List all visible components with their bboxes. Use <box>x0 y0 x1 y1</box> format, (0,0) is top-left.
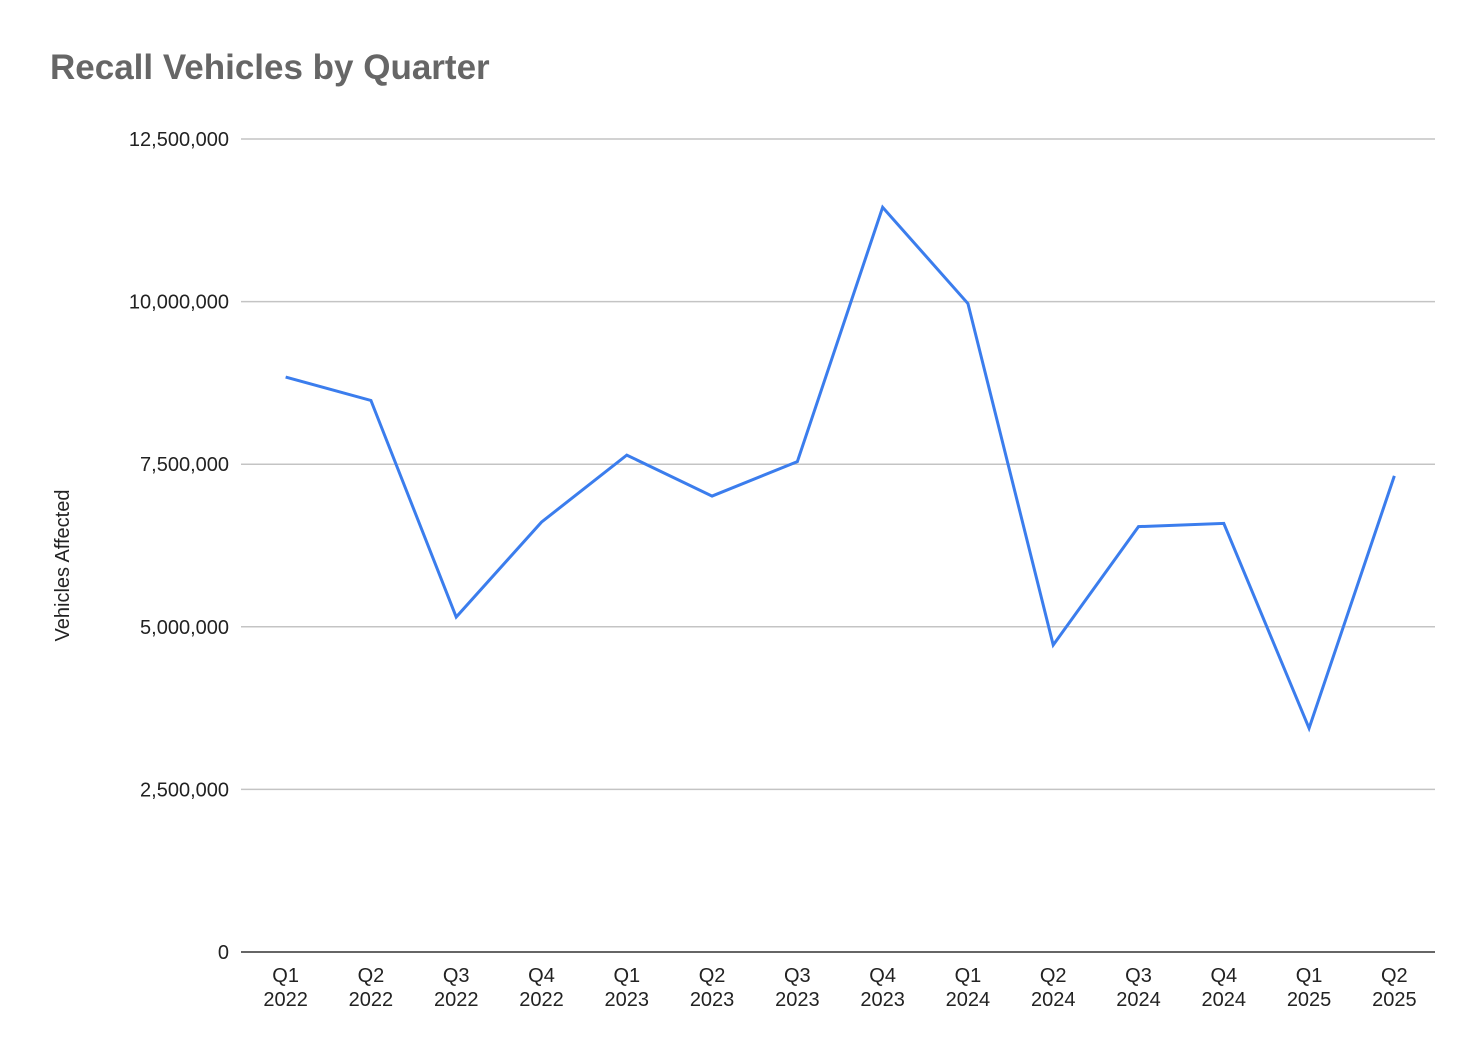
series-line <box>285 204 1396 733</box>
x-tick-label: Q3 2024 <box>1116 965 1161 1011</box>
x-tick-label: Q1 2024 <box>946 965 991 1011</box>
y-tick-label: 10,000,000 <box>129 292 229 314</box>
y-tick-label: 7,500,000 <box>140 454 229 476</box>
x-tick-label: Q3 2023 <box>775 965 820 1011</box>
y-tick-label: 2,500,000 <box>140 779 229 801</box>
y-tick-label: 5,000,000 <box>140 617 229 639</box>
x-tick-label: Q4 2023 <box>860 965 905 1011</box>
chart-title: Recall Vehicles by Quarter <box>50 48 490 87</box>
x-tick-label: Q4 2024 <box>1202 965 1247 1011</box>
x-tick-label: Q1 2023 <box>605 965 650 1011</box>
y-tick-label: 0 <box>218 942 229 964</box>
y-tick-label: 12,500,000 <box>129 129 229 151</box>
x-tick-label: Q2 2023 <box>690 965 735 1011</box>
x-tick-label: Q2 2024 <box>1031 965 1076 1011</box>
x-tick-label: Q1 2025 <box>1287 965 1332 1011</box>
x-tick-label: Q3 2022 <box>434 965 479 1011</box>
y-axis-label: Vehicles Affected <box>52 490 74 642</box>
x-tick-label: Q1 2022 <box>263 965 308 1011</box>
x-tick-label: Q2 2025 <box>1372 965 1417 1011</box>
x-tick-label: Q4 2022 <box>519 965 564 1011</box>
x-tick-label: Q2 2022 <box>349 965 394 1011</box>
